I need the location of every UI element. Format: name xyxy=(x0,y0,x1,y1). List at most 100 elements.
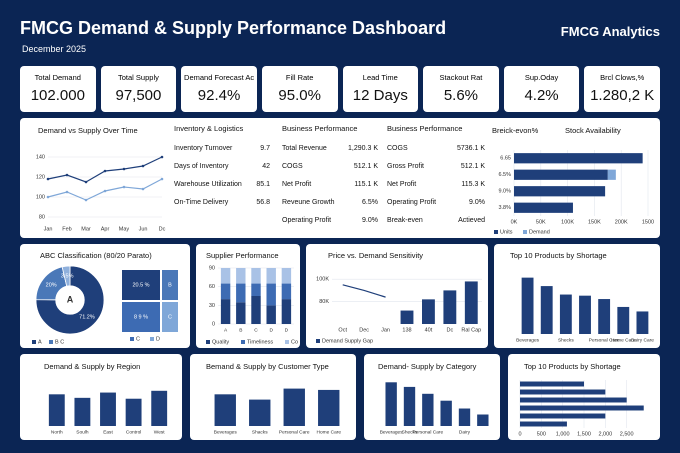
cell-label: Days of Inventory xyxy=(174,163,229,170)
point xyxy=(46,195,50,199)
kpi-value: 12 Days xyxy=(352,87,408,104)
table-row: Operating Profit 9.0% xyxy=(387,199,485,217)
legend-swatch xyxy=(316,339,320,343)
legend-label: A xyxy=(38,339,42,345)
bar xyxy=(100,392,116,426)
tick-label: 120 xyxy=(36,174,45,180)
point xyxy=(141,164,145,168)
legend-swatch xyxy=(241,340,245,344)
bar-chart: 0K 50K 100K 150K 200K 1500 6.65 6.5% 9.0% 3.8% Uni… xyxy=(494,150,654,235)
tick-label: 100 xyxy=(36,194,45,200)
kpi-value: 5.6% xyxy=(443,87,479,104)
table-row: COGS 5736.1 K xyxy=(387,145,485,163)
category-label: Mar xyxy=(81,226,91,232)
category-label: Shecks xyxy=(402,429,418,435)
bar xyxy=(266,268,276,284)
kpi-value: 1.280,2 K xyxy=(590,87,655,104)
treemap-label: 8 9 % xyxy=(134,314,148,320)
table: Business Performance Total Revenue 1,290.3… xyxy=(282,124,378,235)
tick-label: 100K xyxy=(561,219,574,225)
panel: Top 10 Products by Shortage 0 500 1,000 1,5… xyxy=(508,354,660,440)
kpi-card: Total Supply 97,500 xyxy=(100,66,177,112)
tick-label: 60 xyxy=(209,284,215,290)
category-label: Beverages xyxy=(214,429,238,435)
category-label: B xyxy=(239,327,242,333)
bar xyxy=(251,296,261,324)
bar xyxy=(636,311,649,334)
cell-label: On-Time Delivery xyxy=(174,199,229,206)
kpi-label: Brcl Clows,% xyxy=(600,73,645,82)
legend-label: D xyxy=(156,336,160,342)
table-title: Business Performance xyxy=(282,124,358,133)
chart-title: Demand vs Supply Over Time xyxy=(38,126,138,135)
bar xyxy=(559,294,572,334)
kpi-label: Sup.Oday xyxy=(524,73,559,82)
chart-title: Breick-evon% xyxy=(492,126,539,135)
cell-label: Break-even xyxy=(387,217,423,224)
category-label: D xyxy=(285,327,289,333)
chart-title: Price vs. Demand Sensitivity xyxy=(328,251,424,260)
cell-value: 9.0% xyxy=(469,199,485,206)
cell-value: 6.5% xyxy=(362,199,378,206)
bar xyxy=(220,299,231,324)
bar xyxy=(514,202,573,213)
cell-value: 512.1 K xyxy=(353,163,378,170)
category-label: Oct xyxy=(338,327,347,333)
category-label: Shecks xyxy=(558,337,574,343)
point xyxy=(103,189,107,193)
panel: Bemand & Supply by Customer Type Beverag… xyxy=(190,354,356,440)
kpi-card: Total Demand 102.000 xyxy=(20,66,96,112)
tick-label: 2,000 xyxy=(598,431,612,437)
point xyxy=(65,190,69,194)
bar xyxy=(440,400,452,426)
bar xyxy=(318,389,340,426)
kpi-card: Demand Forecast Ac 92.4% xyxy=(181,66,257,112)
category-label: 9.0% xyxy=(498,189,511,195)
table-row: Inventory Turnover 9.7 xyxy=(174,145,270,163)
category-label: Dairy Care xyxy=(631,337,654,343)
category-label: Dc xyxy=(159,226,166,232)
bar-chart: 0 500 1,000 1,500 2,000 2,500 xyxy=(518,380,644,437)
category-label: May xyxy=(119,226,130,232)
bar xyxy=(281,268,292,284)
kpi-card: Brcl Clows,% 1.280,2 K xyxy=(584,66,660,112)
panel: Demand vs Supply Over Time 80 100 120 140 Ja… xyxy=(20,118,660,238)
category-label: Jun xyxy=(139,226,148,232)
tick-label: 30 xyxy=(209,303,215,309)
category-label: Dairy xyxy=(459,429,471,435)
category-label: 138 xyxy=(402,327,411,333)
category-label: 6.5% xyxy=(498,172,511,178)
bar xyxy=(514,169,608,180)
point xyxy=(160,177,164,181)
legend-label: C xyxy=(136,336,140,342)
bar xyxy=(266,305,276,324)
tick-label: 200K xyxy=(615,219,628,225)
tick-label: 0K xyxy=(511,219,518,225)
cell-label: Net Profit xyxy=(282,181,312,188)
bar xyxy=(521,277,534,334)
bar xyxy=(220,283,231,300)
table-title: Inventory & Logistics xyxy=(174,124,244,133)
bar xyxy=(214,394,236,426)
bar xyxy=(236,283,246,303)
point xyxy=(103,169,107,173)
bar xyxy=(403,386,416,426)
table-row: Break-even Actieved xyxy=(387,217,485,235)
cell-label: Reveune Growth xyxy=(282,199,335,206)
cell-value: 115.1 K xyxy=(354,181,378,188)
bar xyxy=(458,408,471,426)
category-label: Beverages xyxy=(380,429,404,435)
legend-swatch xyxy=(494,230,498,234)
tick-label: 100K xyxy=(316,277,329,283)
tick-label: 150K xyxy=(588,219,601,225)
category-label: Dec xyxy=(359,327,369,333)
treemap-label: 20.5 % xyxy=(132,282,149,288)
legend-label: Timeliness xyxy=(247,339,273,345)
point xyxy=(160,155,164,159)
category-label: Personal Care xyxy=(589,337,620,343)
panel: Demand- Supply by Category Beverages Shec… xyxy=(364,354,500,440)
kpi-label: Stackout Rat xyxy=(439,73,483,82)
point xyxy=(65,173,69,177)
bar xyxy=(520,413,606,419)
